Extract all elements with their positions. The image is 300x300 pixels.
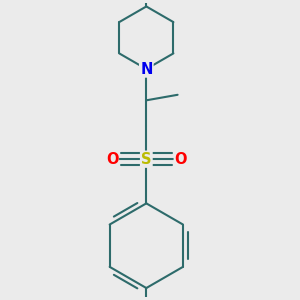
Text: N: N	[140, 61, 152, 76]
Text: S: S	[141, 152, 152, 167]
Text: O: O	[106, 152, 118, 167]
Text: O: O	[174, 152, 187, 167]
